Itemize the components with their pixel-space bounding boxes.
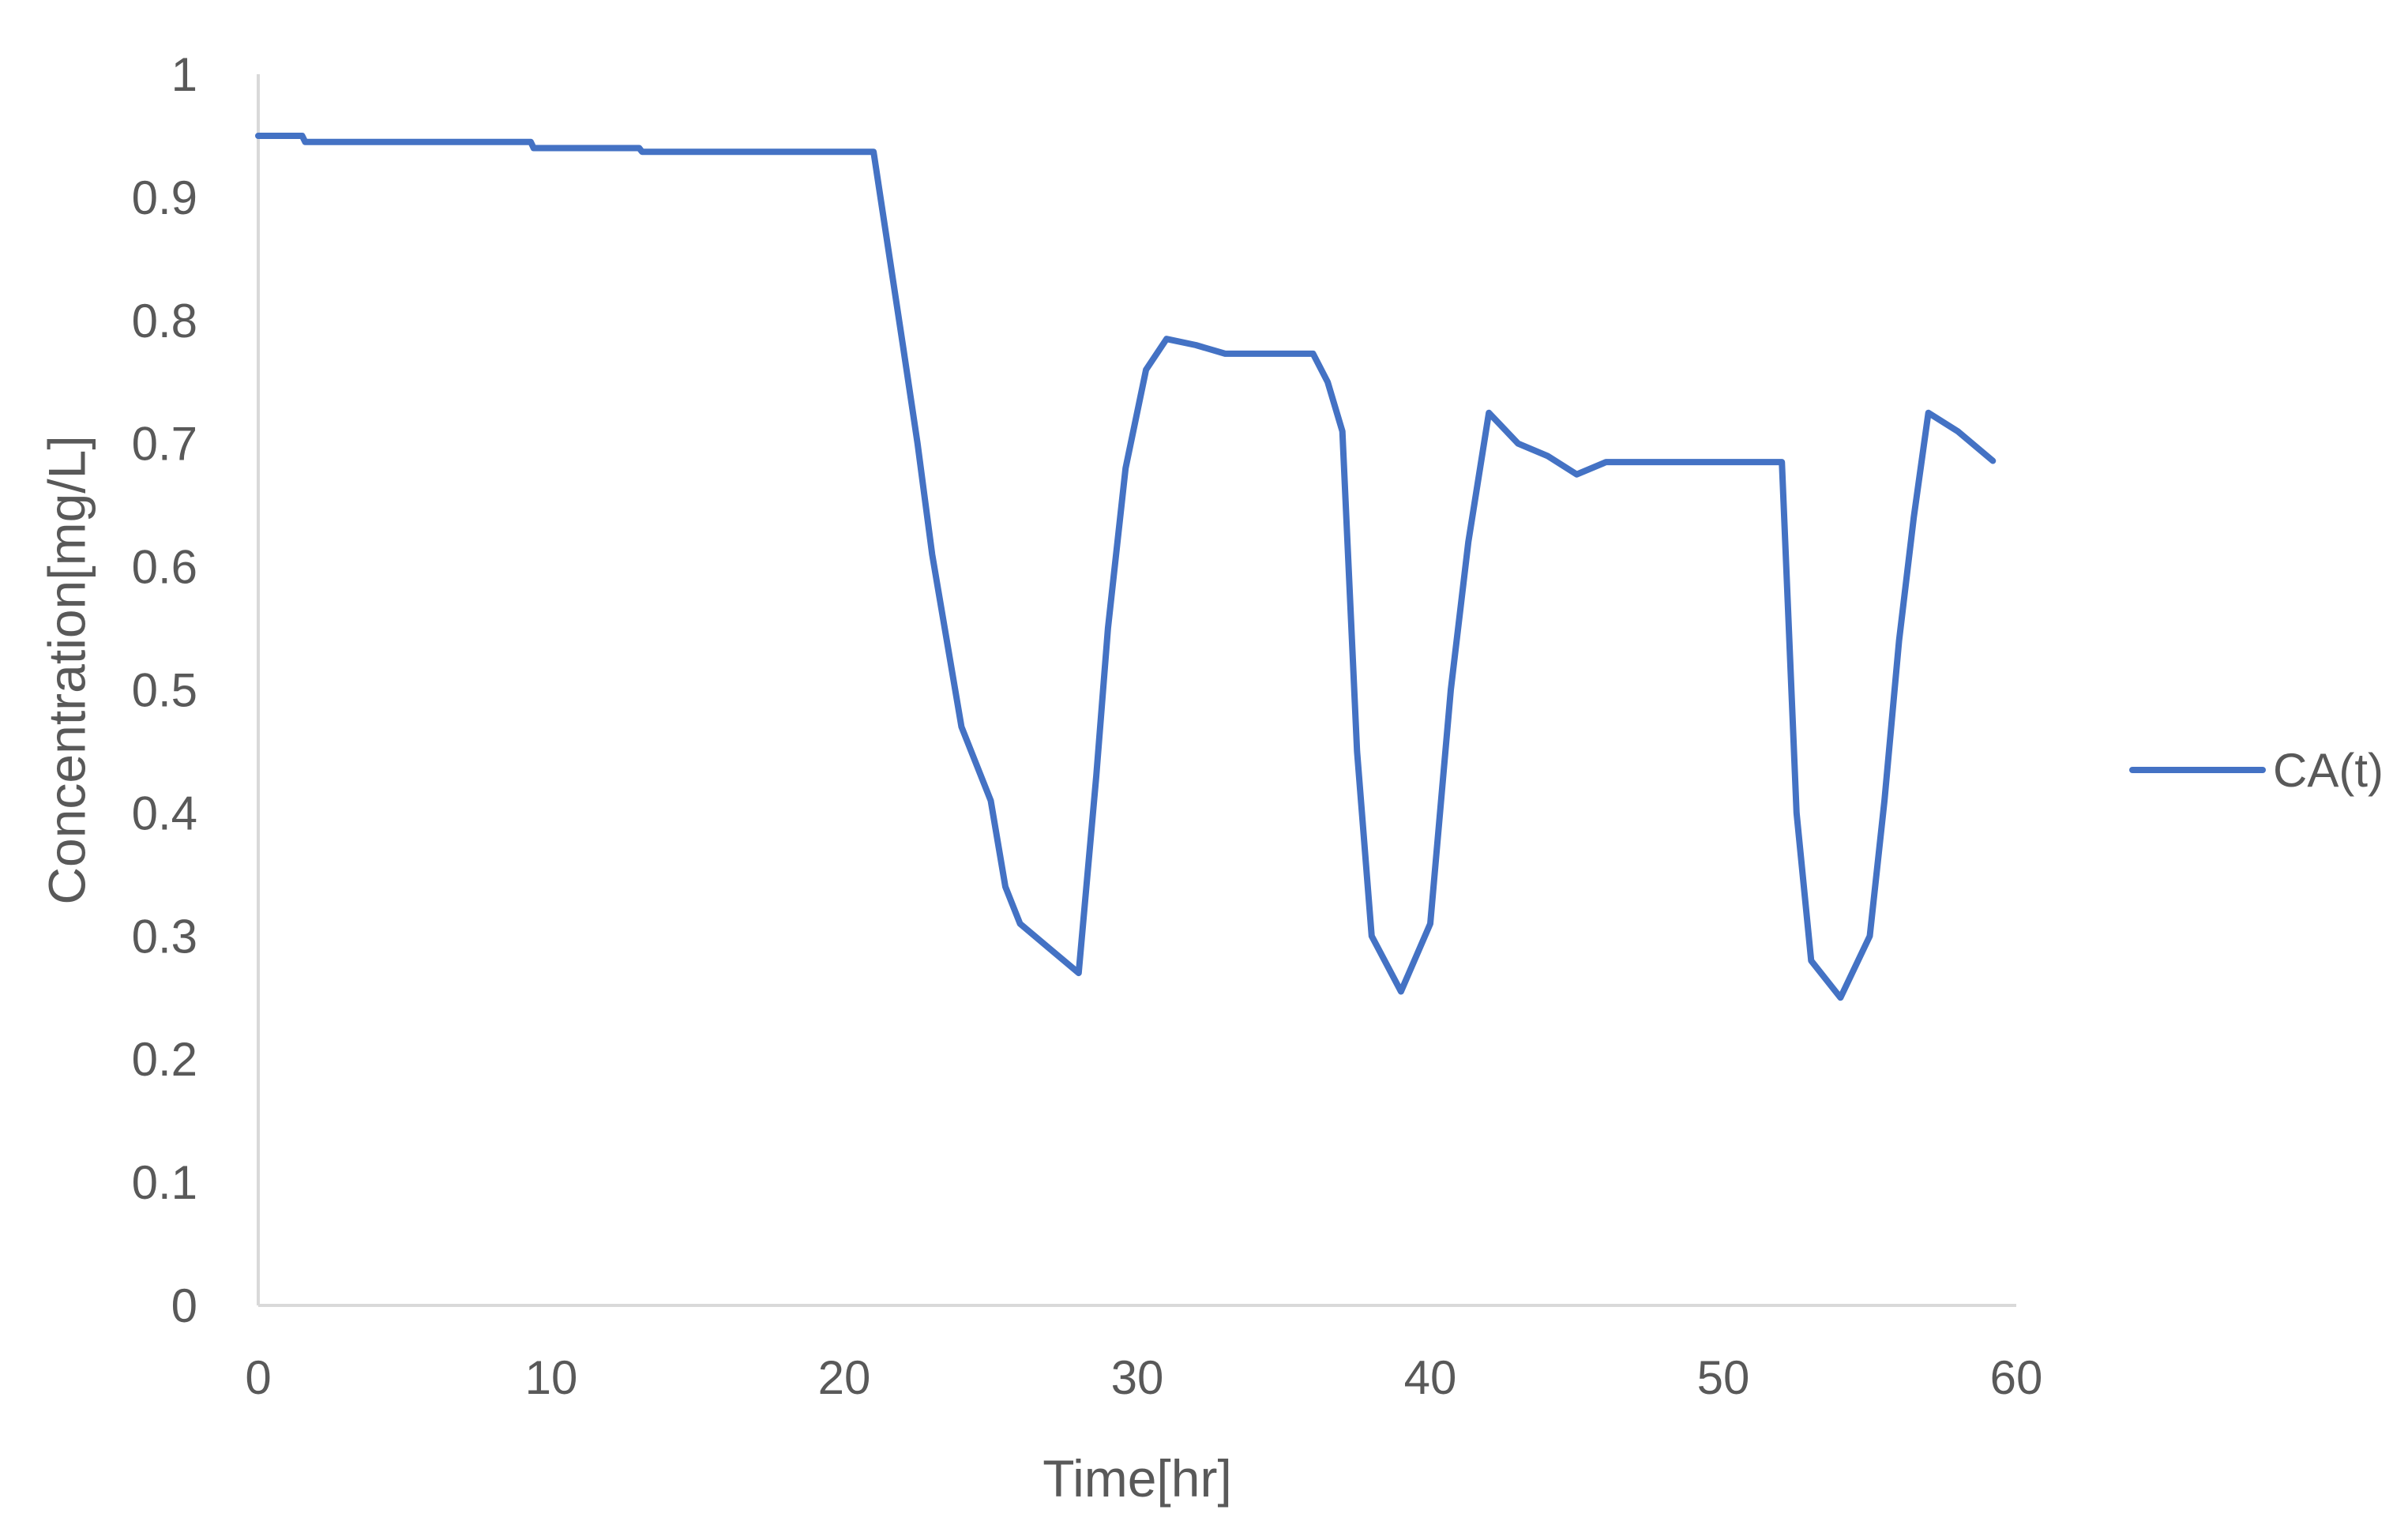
x-tick-label: 30 — [1111, 1351, 1164, 1404]
y-tick-label: 0.4 — [132, 787, 197, 839]
x-tick-label: 60 — [1990, 1351, 2043, 1404]
y-axis-tick-labels: 0 0.1 0.2 0.3 0.4 0.5 0.6 0.7 0.8 0.9 1 — [132, 48, 197, 1332]
x-tick-label: 20 — [818, 1351, 871, 1404]
y-axis-title: Concentration[mg/L] — [37, 435, 96, 904]
y-tick-label: 1 — [171, 48, 197, 101]
y-tick-label: 0.3 — [132, 910, 197, 963]
x-tick-label: 10 — [525, 1351, 578, 1404]
x-tick-label: 40 — [1404, 1351, 1457, 1404]
y-tick-label: 0.8 — [132, 295, 197, 347]
x-tick-label: 0 — [245, 1351, 271, 1404]
legend-label-ca-t: CA(t) — [2273, 744, 2384, 797]
series-line-ca-t — [255, 133, 1997, 1001]
x-axis-title: Time[hr] — [1042, 1449, 1232, 1508]
y-tick-label: 0.2 — [132, 1033, 197, 1086]
y-tick-label: 0 — [171, 1279, 197, 1332]
y-tick-label: 0.5 — [132, 664, 197, 717]
series-group — [255, 133, 1997, 1001]
y-tick-label: 0.1 — [132, 1156, 197, 1209]
x-axis-tick-labels: 0 10 20 30 40 50 60 — [245, 1351, 2042, 1404]
y-tick-label: 0.9 — [132, 171, 197, 224]
y-tick-label: 0.6 — [132, 541, 197, 594]
y-tick-label: 0.7 — [132, 418, 197, 471]
x-tick-label: 50 — [1697, 1351, 1750, 1404]
legend: CA(t) — [2129, 744, 2384, 797]
